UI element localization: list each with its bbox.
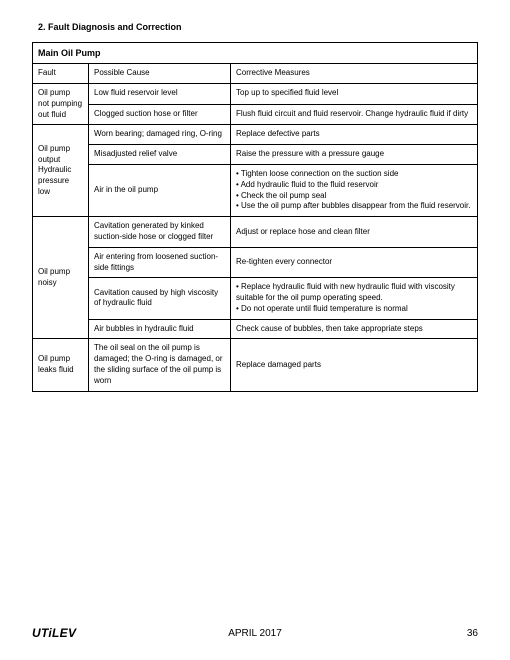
- section-heading: 2. Fault Diagnosis and Correction: [38, 22, 478, 32]
- col-header-cause: Possible Cause: [89, 64, 231, 84]
- fault-cell: Oil pump not pumping out fluid: [33, 83, 89, 124]
- table-row: Clogged suction hose or filterFlush flui…: [33, 104, 478, 125]
- measure-cell: • Replace hydraulic fluid with new hydra…: [231, 278, 478, 319]
- measure-cell: • Tighten loose connection on the suctio…: [231, 164, 478, 216]
- page-footer: UTiLEV APRIL 2017 36: [0, 626, 510, 640]
- cause-cell: Clogged suction hose or filter: [89, 104, 231, 125]
- footer-date: APRIL 2017: [228, 628, 282, 639]
- table-row: Misadjusted relief valveRaise the pressu…: [33, 145, 478, 165]
- fault-cell: Oil pump leaks fluid: [33, 339, 89, 391]
- page-number: 36: [467, 628, 478, 639]
- measure-cell: Replace damaged parts: [231, 339, 478, 391]
- fault-cell: Oil pump output Hydraulic pressure low: [33, 125, 89, 217]
- table-row: Oil pump not pumping out fluidLow fluid …: [33, 83, 478, 104]
- table-row: Oil pump noisyCavitation generated by ki…: [33, 217, 478, 248]
- fault-cell: Oil pump noisy: [33, 217, 89, 339]
- table-row: Oil pump leaks fluidThe oil seal on the …: [33, 339, 478, 391]
- cause-cell: Air entering from loosened suction-side …: [89, 247, 231, 278]
- col-header-fault: Fault: [33, 64, 89, 84]
- measure-cell: Flush fluid circuit and fluid reservoir.…: [231, 104, 478, 125]
- table-row: Cavitation caused by high viscosity of h…: [33, 278, 478, 319]
- fault-table: Main Oil PumpFaultPossible CauseCorrecti…: [32, 42, 478, 392]
- table-row: Air entering from loosened suction-side …: [33, 247, 478, 278]
- cause-cell: Cavitation generated by kinked suction-s…: [89, 217, 231, 248]
- col-header-measure: Corrective Measures: [231, 64, 478, 84]
- cause-cell: Misadjusted relief valve: [89, 145, 231, 165]
- measure-cell: Top up to specified fluid level: [231, 83, 478, 104]
- brand-logo: UTiLEV: [32, 626, 76, 640]
- cause-cell: Air in the oil pump: [89, 164, 231, 216]
- table-row: Air bubbles in hydraulic fluidCheck caus…: [33, 319, 478, 339]
- cause-cell: The oil seal on the oil pump is damaged;…: [89, 339, 231, 391]
- table-title: Main Oil Pump: [33, 43, 478, 64]
- cause-cell: Air bubbles in hydraulic fluid: [89, 319, 231, 339]
- cause-cell: Low fluid reservoir level: [89, 83, 231, 104]
- cause-cell: Worn bearing; damaged ring, O-ring: [89, 125, 231, 145]
- table-row: Air in the oil pump• Tighten loose conne…: [33, 164, 478, 216]
- measure-cell: Check cause of bubbles, then take approp…: [231, 319, 478, 339]
- measure-cell: Raise the pressure with a pressure gauge: [231, 145, 478, 165]
- measure-cell: Replace defective parts: [231, 125, 478, 145]
- cause-cell: Cavitation caused by high viscosity of h…: [89, 278, 231, 319]
- measure-cell: Adjust or replace hose and clean filter: [231, 217, 478, 248]
- measure-cell: Re-tighten every connector: [231, 247, 478, 278]
- table-row: Oil pump output Hydraulic pressure lowWo…: [33, 125, 478, 145]
